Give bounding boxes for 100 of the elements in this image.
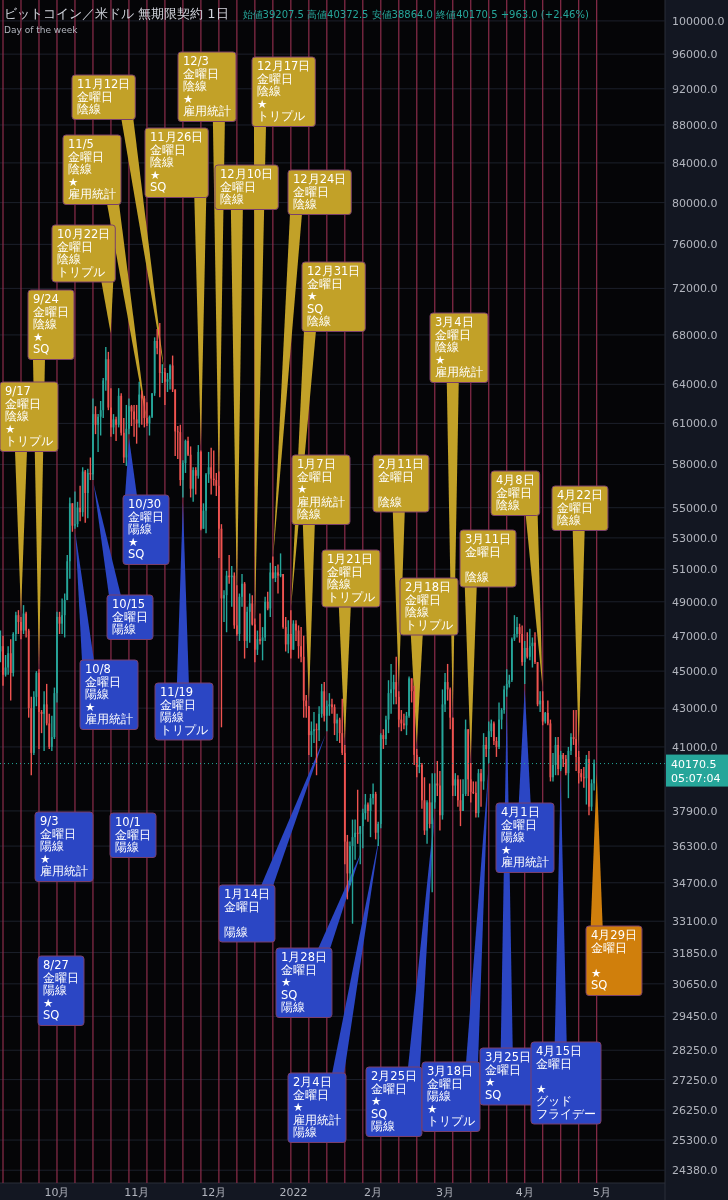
y-tick-label: 43000.0 [672, 702, 718, 716]
y-tick-label: 30650.0 [672, 977, 718, 991]
annotation: 2月11日金曜日陰線 [378, 457, 424, 509]
x-tick-label: 3月 [436, 1186, 455, 1199]
text: 05:07:04 [671, 772, 721, 785]
annotation: 1月7日金曜日★雇用統計陰線 [297, 457, 345, 521]
callout: 9/3金曜日陽線★雇用統計 [34, 811, 94, 882]
y-tick-label: 88000.0 [672, 119, 718, 132]
annotation: 11月12日金曜日陰線 [77, 77, 131, 116]
y-tick-label: 24380.0 [672, 1164, 718, 1178]
callout: 3月18日金曜日陽線★トリプル [421, 1061, 481, 1132]
annotation: 4月15日金曜日★グッドフライデー [536, 1044, 596, 1121]
annotation: 8/27金曜日陽線★SQ [43, 958, 79, 1022]
callout: 4月15日金曜日★グッドフライデー [530, 1041, 602, 1125]
callout: 4月8日金曜日陰線 [490, 470, 541, 516]
annotation: 1月14日金曜日陽線 [224, 887, 270, 939]
annotation: 11月26日金曜日陰線★SQ [150, 130, 204, 194]
callout: 2月25日金曜日★SQ陽線 [365, 1066, 423, 1137]
x-tick-label: 5月 [592, 1186, 611, 1199]
annotation: 1月21日金曜日陰線トリプル [327, 552, 375, 604]
y-tick-label: 84000.0 [672, 156, 718, 170]
annotation: 12月10日金曜日陰線 [220, 167, 274, 206]
y-tick-label: 26250.0 [672, 1104, 718, 1118]
callout: 4月29日金曜日★SQ [585, 925, 643, 996]
annotation: 12月24日金曜日陰線 [293, 172, 347, 211]
annotation: 12月17日金曜日陰線★トリプル [257, 59, 311, 123]
annotation: 12月31日金曜日★SQ陰線 [307, 264, 361, 328]
callout: 10/30金曜日陽線★SQ [122, 494, 170, 565]
annotation: 9/24金曜日陰線★SQ [33, 292, 69, 356]
x-tick-label: 12月 [201, 1186, 227, 1199]
callout: 9/24金曜日陰線★SQ [27, 289, 75, 360]
annotation: 4月1日金曜日陽線★雇用統計 [501, 805, 549, 869]
annotation: 1月28日金曜日★SQ陽線 [281, 950, 327, 1014]
x-tick-label: 11月 [124, 1186, 150, 1199]
annotation: 9/3金曜日陽線★雇用統計 [40, 814, 88, 878]
y-tick-label: 25300.0 [672, 1134, 718, 1148]
callout: 1月21日金曜日陰線トリプル [321, 549, 381, 608]
callout: 12月31日金曜日★SQ陰線 [301, 261, 366, 332]
y-tick-label: 58000.0 [672, 458, 718, 472]
callout: 1月14日金曜日陽線 [218, 884, 276, 943]
annotation: 3月11日金曜日陰線 [465, 532, 511, 584]
x-tick-label: 4月 [515, 1186, 534, 1199]
callout: 2月4日金曜日★雇用統計陽線 [287, 1072, 347, 1143]
annotation: 10/1金曜日陽線 [115, 815, 151, 854]
y-tick-label: 28250.0 [672, 1044, 718, 1058]
callout: 3月11日金曜日陰線 [459, 529, 517, 588]
annotation: 10/30金曜日陽線★SQ [128, 497, 164, 561]
annotation: 4月22日金曜日陰線 [557, 488, 603, 527]
y-tick-label: 72000.0 [672, 282, 718, 296]
y-tick-label: 45000.0 [672, 665, 718, 679]
y-tick-label: 37900.0 [672, 804, 718, 818]
y-tick-label: 76000.0 [672, 238, 718, 252]
annotation: 11/19金曜日陽線トリプル [160, 685, 208, 737]
callout: 11/19金曜日陽線トリプル [154, 682, 214, 741]
callout: 2月18日金曜日陰線トリプル [399, 577, 459, 636]
callout: 1月28日金曜日★SQ陽線 [275, 947, 333, 1018]
y-tick-label: 29450.0 [672, 1010, 718, 1024]
annotation: 11/5金曜日陰線★雇用統計 [68, 137, 116, 201]
callout: 11/5金曜日陰線★雇用統計 [62, 134, 122, 205]
callout: 10月22日金曜日陰線トリプル [51, 224, 116, 283]
y-tick-label: 100000.0 [672, 14, 725, 28]
y-tick-label: 92000.0 [672, 82, 718, 96]
annotation: 2月25日金曜日★SQ陽線 [371, 1069, 417, 1133]
y-tick-label: 51000.0 [672, 563, 718, 577]
annotation: Day of the week [4, 25, 79, 35]
callout: 1月7日金曜日★雇用統計陰線 [291, 454, 351, 525]
y-tick-label: 36300.0 [672, 840, 718, 854]
ref-line-label: 40170.5 [671, 757, 717, 771]
y-tick-label: 49000.0 [672, 595, 718, 609]
annotation: 4月29日金曜日★SQ [591, 928, 637, 992]
callout: 11月12日金曜日陰線 [71, 74, 136, 120]
annotation: 3月25日金曜日★SQ [485, 1050, 531, 1102]
callout: 10/8金曜日陽線★雇用統計 [79, 659, 139, 730]
callout: 8/27金曜日陽線★SQ [37, 955, 85, 1026]
annotation: 4月8日金曜日陰線 [496, 473, 535, 512]
callout: 4月22日金曜日陰線 [551, 485, 609, 531]
y-tick-label: 80000.0 [672, 196, 718, 210]
x-tick-label: 2022 [279, 1186, 308, 1199]
y-tick-label: 27250.0 [672, 1073, 718, 1087]
x-tick-label: 2月 [364, 1186, 383, 1199]
y-tick-label: 31850.0 [672, 946, 718, 960]
y-tick-label: 53000.0 [672, 531, 718, 545]
annotation: 3月18日金曜日陽線★トリプル [427, 1064, 475, 1128]
annotation: 9/17金曜日陰線★トリプル [5, 384, 53, 448]
annotation: 3月4日金曜日陰線★雇用統計 [435, 315, 483, 379]
y-tick-label: 55000.0 [672, 501, 718, 515]
y-tick-label: 34700.0 [672, 876, 718, 890]
y-tick-label: 33100.0 [672, 915, 718, 929]
callout: 12月24日金曜日陰線 [287, 169, 352, 215]
y-tick-label: 61000.0 [672, 417, 718, 431]
callout: 4月1日金曜日陽線★雇用統計 [495, 802, 555, 873]
x-tick-label: 10月 [44, 1186, 70, 1199]
callout: 10/15金曜日陽線 [106, 594, 154, 640]
text: ビットコイン／米ドル 無期限契約 1日 [4, 6, 229, 21]
callout: 3月4日金曜日陰線★雇用統計 [429, 312, 489, 383]
callout: 12月10日金曜日陰線 [214, 164, 279, 210]
annotation: 2月18日金曜日陰線トリプル [405, 580, 453, 632]
annotation: 10/8金曜日陽線★雇用統計 [85, 662, 133, 726]
callout: 12/3金曜日陰線★雇用統計 [177, 51, 237, 122]
y-tick-label: 96000.0 [672, 48, 718, 62]
